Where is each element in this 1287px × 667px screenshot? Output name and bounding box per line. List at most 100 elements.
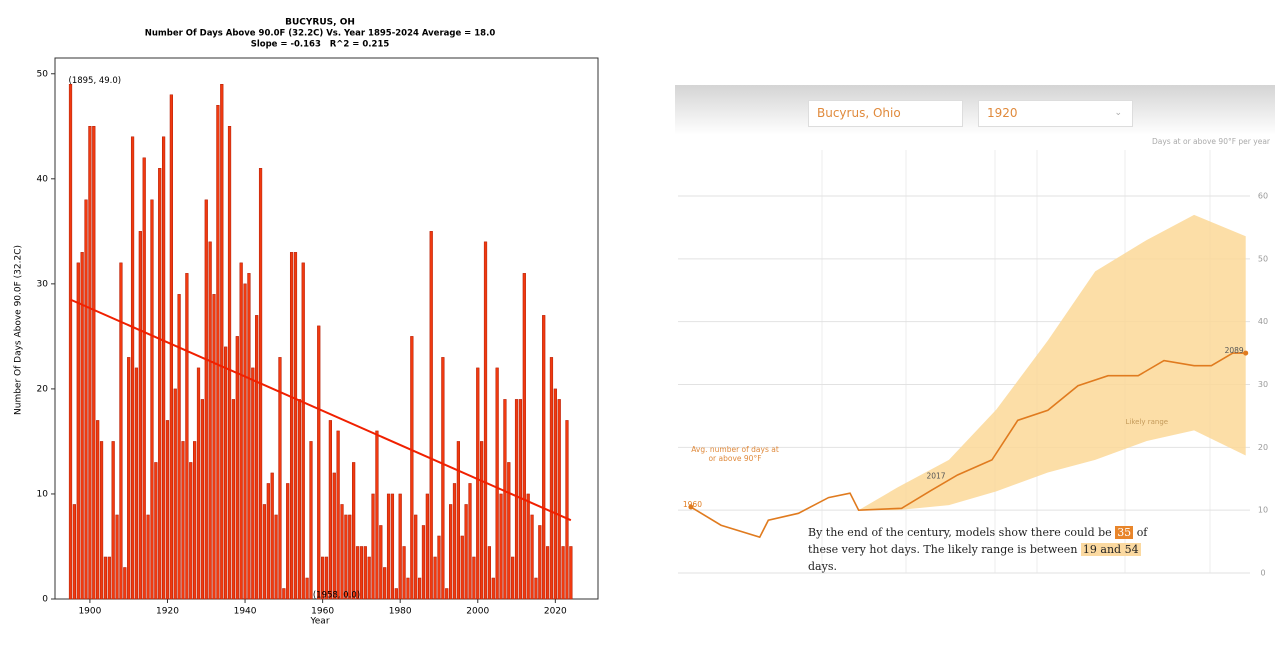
year-dropdown[interactable]: 1920 ⌄: [978, 100, 1133, 127]
bar: [200, 399, 204, 600]
y-tick-label: 20: [37, 384, 49, 394]
bar: [476, 367, 480, 600]
bar: [309, 441, 313, 600]
bar: [445, 588, 449, 600]
x-tick-label: 1920: [156, 607, 179, 617]
bar: [557, 399, 561, 600]
bar: [150, 199, 154, 600]
bar: [472, 556, 476, 600]
bar: [429, 231, 433, 600]
bar: [305, 577, 309, 600]
bar: [340, 504, 344, 600]
bar: [208, 241, 212, 600]
x-tick-label: 1940: [234, 607, 257, 617]
bar: [193, 441, 197, 600]
bar: [220, 84, 224, 600]
bar: [483, 241, 488, 600]
bar: [134, 367, 139, 600]
bar: [449, 504, 453, 600]
bar: [185, 273, 189, 600]
bar: [165, 420, 170, 600]
bar: [103, 556, 108, 600]
band-label: Likely range: [1125, 418, 1168, 426]
bar: [437, 535, 441, 600]
bar: [491, 577, 495, 600]
y-tick-label: 50: [1258, 254, 1268, 263]
bar: [460, 535, 464, 600]
bar: [410, 336, 414, 600]
y-tick-label: 40: [37, 174, 49, 184]
x-tick-label: 1960: [311, 607, 334, 617]
bar: [189, 462, 193, 600]
bar: [158, 168, 162, 600]
bar: [130, 136, 135, 600]
y-tick-label: 10: [1258, 506, 1268, 515]
bar: [111, 441, 115, 600]
bar: [317, 325, 321, 600]
bar: [487, 546, 492, 600]
bar: [227, 126, 232, 600]
bar: [173, 388, 177, 600]
bar: [235, 336, 239, 600]
chart-subtitle: Slope = -0.163 R^2 = 0.215: [251, 40, 390, 50]
bar: [507, 462, 511, 600]
bar: [286, 483, 290, 600]
year-value: 1920: [987, 106, 1018, 120]
series-label: Avg. number of days at or above 90°F: [691, 445, 779, 463]
bar: [414, 514, 418, 600]
location-dropdown[interactable]: Bucyrus, Ohio: [808, 100, 963, 127]
bar: [526, 493, 530, 600]
bar: [204, 199, 208, 600]
bar: [231, 399, 236, 600]
bar: [402, 546, 406, 600]
bar: [561, 546, 565, 600]
bar: [468, 483, 472, 600]
caption-text: By the end of the century, models show t…: [808, 526, 1112, 539]
bar: [421, 525, 426, 600]
caption-text: days.: [808, 560, 837, 573]
x-tick-label: 2020: [544, 607, 567, 617]
bar: [297, 399, 301, 600]
bar: [99, 441, 104, 600]
bar: [379, 525, 383, 600]
bar: [72, 504, 77, 600]
bar: [456, 441, 460, 600]
bar: [441, 357, 445, 600]
bar: [154, 462, 158, 600]
bar: [80, 252, 84, 600]
bar: [88, 126, 92, 600]
bar: [119, 262, 123, 600]
caption-text: of these very hot days. The likely range…: [808, 526, 1148, 556]
bar: [247, 273, 251, 600]
y-tick-label: 20: [1258, 443, 1268, 452]
year-label: 2017: [926, 472, 945, 481]
point: [1243, 350, 1249, 356]
bar: [538, 525, 542, 600]
bar: [107, 556, 111, 600]
bar: [371, 493, 375, 600]
bar: [390, 493, 395, 600]
bar: [375, 430, 379, 600]
bar: [522, 273, 526, 600]
bar: [239, 262, 243, 600]
bar: [255, 315, 259, 600]
bar: [84, 199, 88, 600]
bar: [386, 493, 391, 600]
bar: [495, 367, 499, 600]
trendline: [70, 298, 572, 522]
bar: [344, 514, 348, 600]
bar: [530, 514, 534, 600]
caption-value: 35: [1115, 526, 1134, 539]
bar: [499, 493, 503, 600]
annotation: (1958, 0.0): [313, 591, 360, 601]
bar: [480, 441, 484, 600]
bar: [503, 399, 507, 600]
bar: [301, 262, 305, 600]
bar: [569, 546, 573, 600]
y-tick-label: 30: [1258, 380, 1268, 389]
bar: [123, 567, 127, 600]
bar: [181, 441, 185, 600]
bar: [355, 546, 360, 600]
